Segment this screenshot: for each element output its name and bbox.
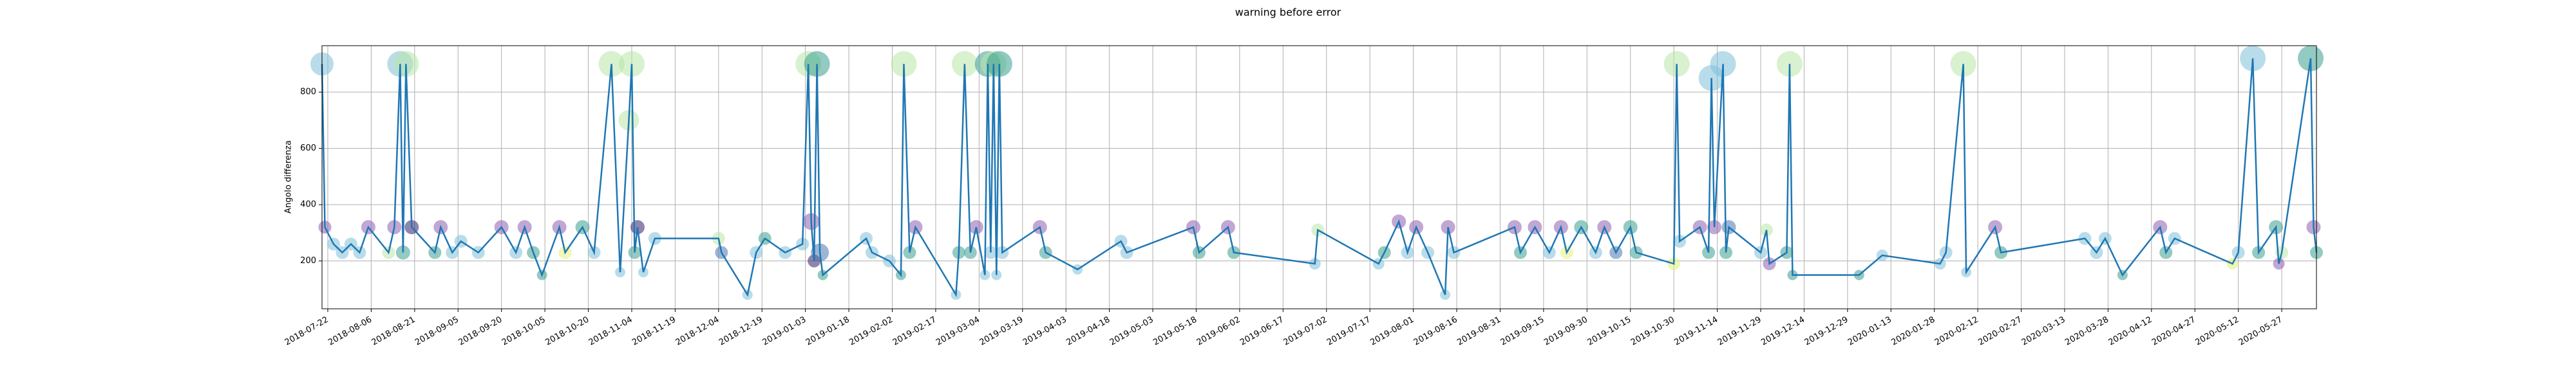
x-tick-label: 2019-01-03: [761, 315, 808, 348]
x-tick-label: 2019-01-18: [804, 315, 851, 348]
x-tick-label: 2020-03-13: [2020, 315, 2067, 348]
x-tick-label: 2019-09-15: [1499, 315, 1546, 348]
x-tick-label: 2018-10-05: [500, 315, 547, 348]
x-tick-label: 2018-11-04: [587, 315, 634, 348]
x-tick-label: 2020-01-28: [1889, 315, 1937, 348]
x-tick-label: 2018-12-04: [674, 315, 721, 348]
y-tick-label: 800: [300, 87, 316, 97]
x-tick-label: 2019-03-19: [978, 315, 1025, 348]
y-axis-label: Angolo differenza: [284, 140, 294, 214]
x-tick-label: 2019-04-03: [1021, 315, 1068, 348]
x-tick-label: 2018-09-05: [413, 315, 460, 348]
x-tick-label: 2019-05-03: [1108, 315, 1155, 348]
x-tick-label: 2019-07-02: [1282, 315, 1329, 348]
x-tick-label: 2019-02-02: [848, 315, 895, 348]
x-tick-label: 2019-08-16: [1412, 315, 1459, 348]
y-tick-label: 600: [300, 143, 316, 153]
chart-title: warning before error: [1235, 6, 1341, 19]
x-tick-label: 2018-08-21: [370, 315, 417, 348]
x-tick-label: 2020-05-27: [2237, 315, 2284, 348]
x-tick-label: 2019-06-02: [1195, 315, 1242, 348]
x-tick-label: 2019-10-30: [1629, 315, 1676, 348]
x-tick-label: 2019-09-30: [1542, 315, 1589, 348]
x-tick-label: 2020-02-27: [1976, 315, 2023, 348]
x-tick-label: 2019-07-17: [1325, 315, 1372, 348]
x-tick-label: 2019-02-17: [891, 315, 938, 348]
x-tick-label: 2018-11-19: [630, 315, 677, 348]
x-tick-label: 2018-12-19: [717, 315, 764, 348]
x-tick-label: 2020-04-27: [2150, 315, 2197, 348]
x-tick-label: 2019-06-17: [1238, 315, 1285, 348]
line: [321, 58, 2318, 298]
x-tick-label: 2019-10-15: [1586, 315, 1633, 348]
x-tick-label: 2020-03-28: [2063, 315, 2110, 348]
x-tick-label: 2019-05-18: [1151, 315, 1198, 348]
x-tick-label: 2018-08-06: [327, 315, 374, 348]
x-tick-label: 2018-09-20: [457, 315, 504, 348]
x-tick-label: 2019-11-14: [1672, 315, 1719, 348]
y-tick-label: 200: [300, 256, 316, 266]
x-tick-label: 2019-11-29: [1716, 315, 1763, 348]
x-tick-label: 2019-03-04: [934, 315, 981, 348]
x-tick-label: 2018-07-22: [283, 315, 330, 348]
x-tick-label: 2020-05-12: [2193, 315, 2240, 348]
y-tick-label: 400: [300, 200, 316, 210]
plot-frame: [321, 45, 2317, 309]
x-tick-label: 2020-02-12: [1933, 315, 1980, 348]
x-tick-label: 2019-04-18: [1065, 315, 1112, 348]
x-tick-label: 2020-04-12: [2107, 315, 2154, 348]
x-tick-label: 2018-10-20: [544, 315, 591, 348]
x-tick-label: 2019-08-31: [1455, 315, 1502, 348]
x-tick-label: 2019-12-14: [1759, 315, 1806, 348]
x-tick-label: 2019-12-29: [1803, 315, 1850, 348]
x-tick-label: 2020-01-13: [1846, 315, 1893, 348]
x-tick-label: 2019-08-01: [1368, 315, 1416, 348]
